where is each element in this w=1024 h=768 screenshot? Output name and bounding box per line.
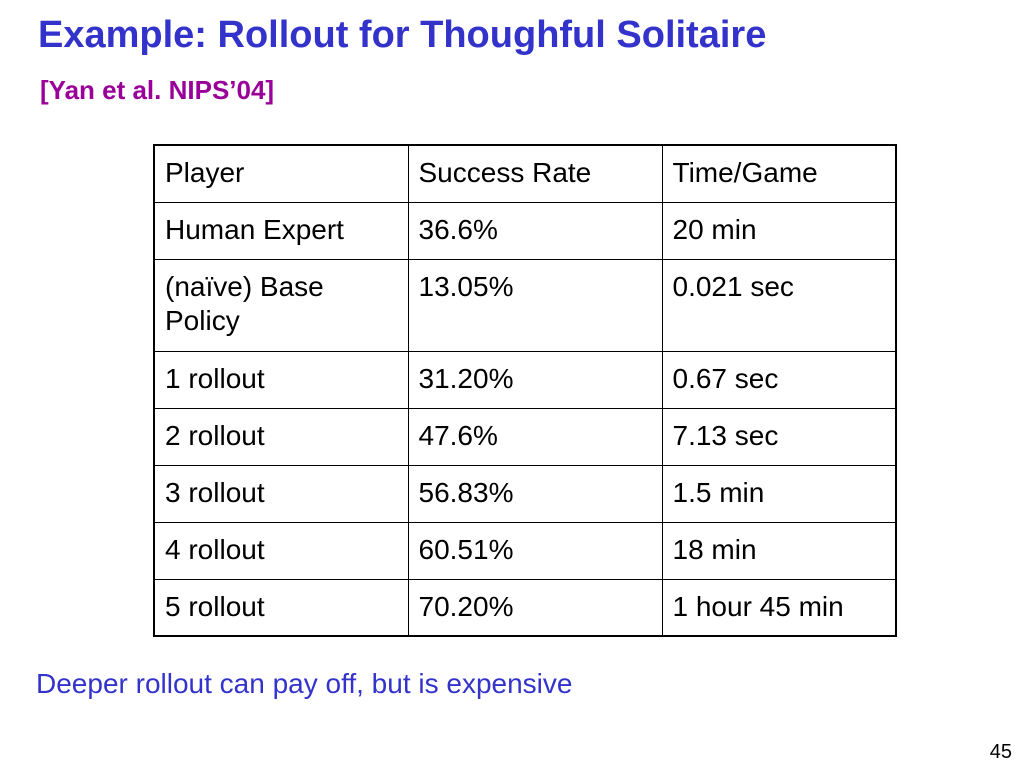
player-cell: 4 rollout xyxy=(153,521,409,580)
table-row: 4 rollout 60.51% 18 min xyxy=(153,521,897,580)
success-rate-cell: 31.20% xyxy=(407,350,663,409)
success-rate-cell: 56.83% xyxy=(407,464,663,523)
table-row: (naïve) Base Policy 13.05% 0.021 sec xyxy=(153,258,897,352)
player-cell: Human Expert xyxy=(153,201,409,260)
success-rate-cell: 47.6% xyxy=(407,407,663,466)
time-per-game-cell: 18 min xyxy=(661,521,897,580)
page-number: 45 xyxy=(989,741,1012,763)
success-rate-cell: 36.6% xyxy=(407,201,663,260)
player-cell: 5 rollout xyxy=(153,578,409,637)
header-cell-player: Player xyxy=(153,144,409,203)
success-rate-cell: 70.20% xyxy=(407,578,663,637)
table-row: 5 rollout 70.20% 1 hour 45 min xyxy=(153,578,897,637)
table-row: 2 rollout 47.6% 7.13 sec xyxy=(153,407,897,466)
slide-subtitle: [Yan et al. NIPS’04] xyxy=(40,75,275,105)
player-cell: 1 rollout xyxy=(153,350,409,409)
slide-footnote: Deeper rollout can pay off, but is expen… xyxy=(36,668,573,699)
time-per-game-cell: 0.67 sec xyxy=(661,350,897,409)
player-cell: 2 rollout xyxy=(153,407,409,466)
player-cell: 3 rollout xyxy=(153,464,409,523)
table-row: Human Expert 36.6% 20 min xyxy=(153,201,897,260)
time-per-game-cell: 1 hour 45 min xyxy=(661,578,897,637)
header-cell-success-rate: Success Rate xyxy=(407,144,663,203)
success-rate-cell: 13.05% xyxy=(407,258,663,352)
table-row: 1 rollout 31.20% 0.67 sec xyxy=(153,350,897,409)
player-cell: (naïve) Base Policy xyxy=(153,258,409,352)
header-cell-time-per-game: Time/Game xyxy=(661,144,897,203)
time-per-game-cell: 1.5 min xyxy=(661,464,897,523)
table-header-row: Player Success Rate Time/Game xyxy=(153,144,897,203)
time-per-game-cell: 7.13 sec xyxy=(661,407,897,466)
results-table: Player Success Rate Time/Game Human Expe… xyxy=(153,144,897,637)
slide-title: Example: Rollout for Thoughful Solitaire xyxy=(38,14,767,56)
table-row: 3 rollout 56.83% 1.5 min xyxy=(153,464,897,523)
time-per-game-cell: 20 min xyxy=(661,201,897,260)
time-per-game-cell: 0.021 sec xyxy=(661,258,897,352)
success-rate-cell: 60.51% xyxy=(407,521,663,580)
